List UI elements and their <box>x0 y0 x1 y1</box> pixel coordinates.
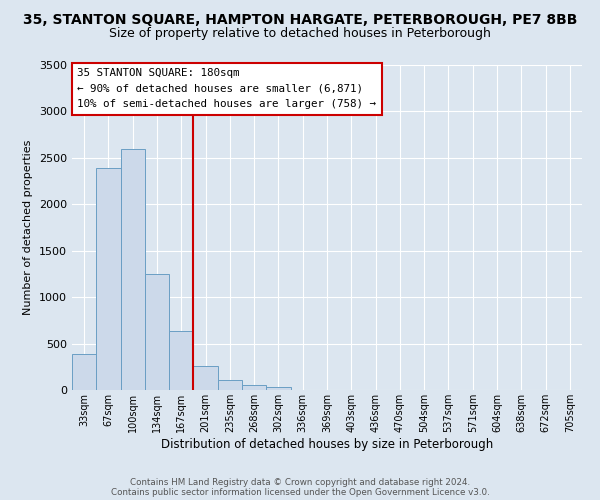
Bar <box>242 385 266 390</box>
Text: 35, STANTON SQUARE, HAMPTON HARGATE, PETERBOROUGH, PE7 8BB: 35, STANTON SQUARE, HAMPTON HARGATE, PET… <box>23 12 577 26</box>
Bar <box>121 148 145 390</box>
Bar <box>96 168 121 390</box>
Y-axis label: Number of detached properties: Number of detached properties <box>23 140 34 315</box>
Bar <box>193 366 218 390</box>
Bar <box>72 354 96 390</box>
Bar <box>169 330 193 390</box>
Text: Contains HM Land Registry data © Crown copyright and database right 2024.: Contains HM Land Registry data © Crown c… <box>130 478 470 487</box>
Text: Contains public sector information licensed under the Open Government Licence v3: Contains public sector information licen… <box>110 488 490 497</box>
Bar <box>218 380 242 390</box>
Text: 35 STANTON SQUARE: 180sqm
← 90% of detached houses are smaller (6,871)
10% of se: 35 STANTON SQUARE: 180sqm ← 90% of detac… <box>77 68 376 110</box>
Bar <box>145 274 169 390</box>
Bar <box>266 387 290 390</box>
Text: Size of property relative to detached houses in Peterborough: Size of property relative to detached ho… <box>109 28 491 40</box>
X-axis label: Distribution of detached houses by size in Peterborough: Distribution of detached houses by size … <box>161 438 493 450</box>
